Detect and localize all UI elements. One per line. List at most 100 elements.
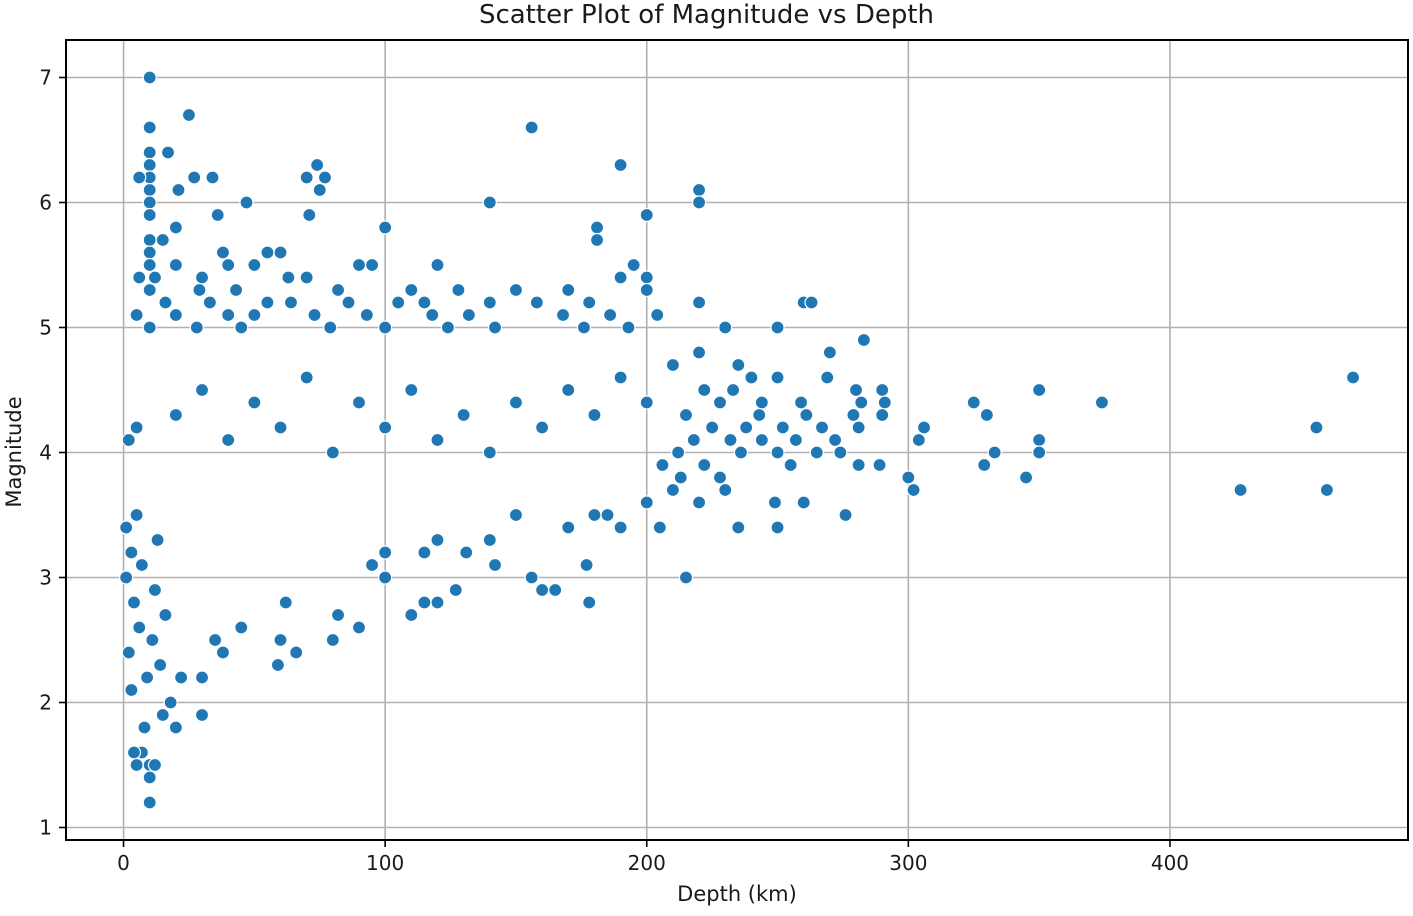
data-point (691, 295, 707, 310)
data-point (613, 270, 628, 285)
data-point (877, 395, 892, 410)
x-tick-label: 200 (628, 851, 666, 875)
data-point (613, 370, 628, 385)
x-tick-label: 0 (117, 851, 130, 875)
data-point (733, 445, 749, 460)
data-point (712, 395, 728, 410)
data-point (639, 270, 654, 285)
data-point (302, 207, 317, 223)
data-point (731, 520, 746, 535)
data-point (875, 382, 890, 398)
data-point (754, 432, 769, 448)
data-point (171, 182, 186, 198)
data-point (529, 295, 544, 310)
data-point (487, 320, 503, 335)
data-point (330, 607, 346, 623)
data-point (916, 420, 932, 435)
data-point (147, 757, 163, 773)
data-point (856, 332, 871, 348)
chart-title: Scatter Plot of Magnitude vs Depth (478, 0, 935, 30)
data-point (323, 320, 338, 335)
data-point (174, 670, 189, 685)
data-point (364, 257, 380, 273)
data-point (482, 445, 497, 460)
data-point (459, 545, 474, 560)
data-point (718, 482, 733, 498)
data-point (168, 407, 183, 423)
y-tick-label: 5 (39, 316, 52, 340)
data-point (142, 145, 157, 160)
axes-frame (65, 39, 1409, 841)
data-point (299, 370, 314, 385)
data-point (1032, 432, 1047, 448)
x-axis-label: Depth (km) (677, 882, 797, 906)
data-point (979, 407, 994, 423)
data-point (132, 620, 147, 635)
data-point (247, 307, 262, 323)
data-point (793, 395, 809, 410)
data-point (273, 420, 288, 435)
data-point (851, 457, 866, 473)
data-point (809, 445, 824, 460)
data-point (158, 607, 173, 623)
data-point (430, 432, 445, 448)
data-point (129, 507, 144, 523)
data-point (215, 645, 231, 660)
data-point (142, 207, 157, 223)
data-point (814, 420, 830, 435)
data-point (134, 557, 149, 573)
data-point (273, 632, 288, 648)
data-point (121, 432, 136, 448)
data-point (691, 495, 707, 510)
data-point (508, 395, 524, 410)
data-point (221, 257, 236, 273)
data-point (966, 395, 981, 410)
data-point (281, 270, 296, 285)
data-point (142, 70, 157, 85)
data-point (508, 507, 524, 523)
data-point (168, 220, 183, 235)
data-point (142, 770, 157, 785)
data-point (194, 382, 210, 398)
data-point (1094, 395, 1110, 410)
data-point (234, 620, 249, 635)
data-point (1032, 382, 1047, 398)
data-point (754, 395, 769, 410)
data-point (137, 720, 152, 735)
data-point (351, 257, 367, 273)
data-point (129, 420, 144, 435)
data-point (194, 270, 210, 285)
data-point (194, 707, 210, 723)
data-point (678, 407, 694, 423)
data-point (582, 595, 597, 610)
data-point (260, 295, 275, 310)
data-point (325, 445, 340, 460)
data-point (712, 470, 728, 485)
data-point (448, 582, 463, 598)
data-point (770, 445, 785, 460)
data-point (189, 320, 204, 335)
data-point (364, 557, 380, 573)
data-point (848, 382, 864, 398)
data-point (665, 357, 681, 373)
data-point (587, 407, 602, 423)
data-point (770, 520, 785, 535)
data-point (582, 295, 597, 310)
data-point (561, 282, 576, 298)
data-point (202, 295, 217, 310)
data-point (906, 482, 921, 498)
data-point (827, 432, 843, 448)
data-point (221, 432, 236, 448)
x-tick-label: 100 (366, 851, 404, 875)
data-point (168, 720, 183, 735)
data-point (691, 345, 707, 360)
data-point (160, 145, 176, 160)
data-point (317, 170, 333, 185)
data-point (129, 307, 144, 323)
data-point (691, 182, 707, 198)
data-point (691, 195, 707, 210)
data-point (145, 632, 160, 648)
data-point (330, 282, 346, 298)
